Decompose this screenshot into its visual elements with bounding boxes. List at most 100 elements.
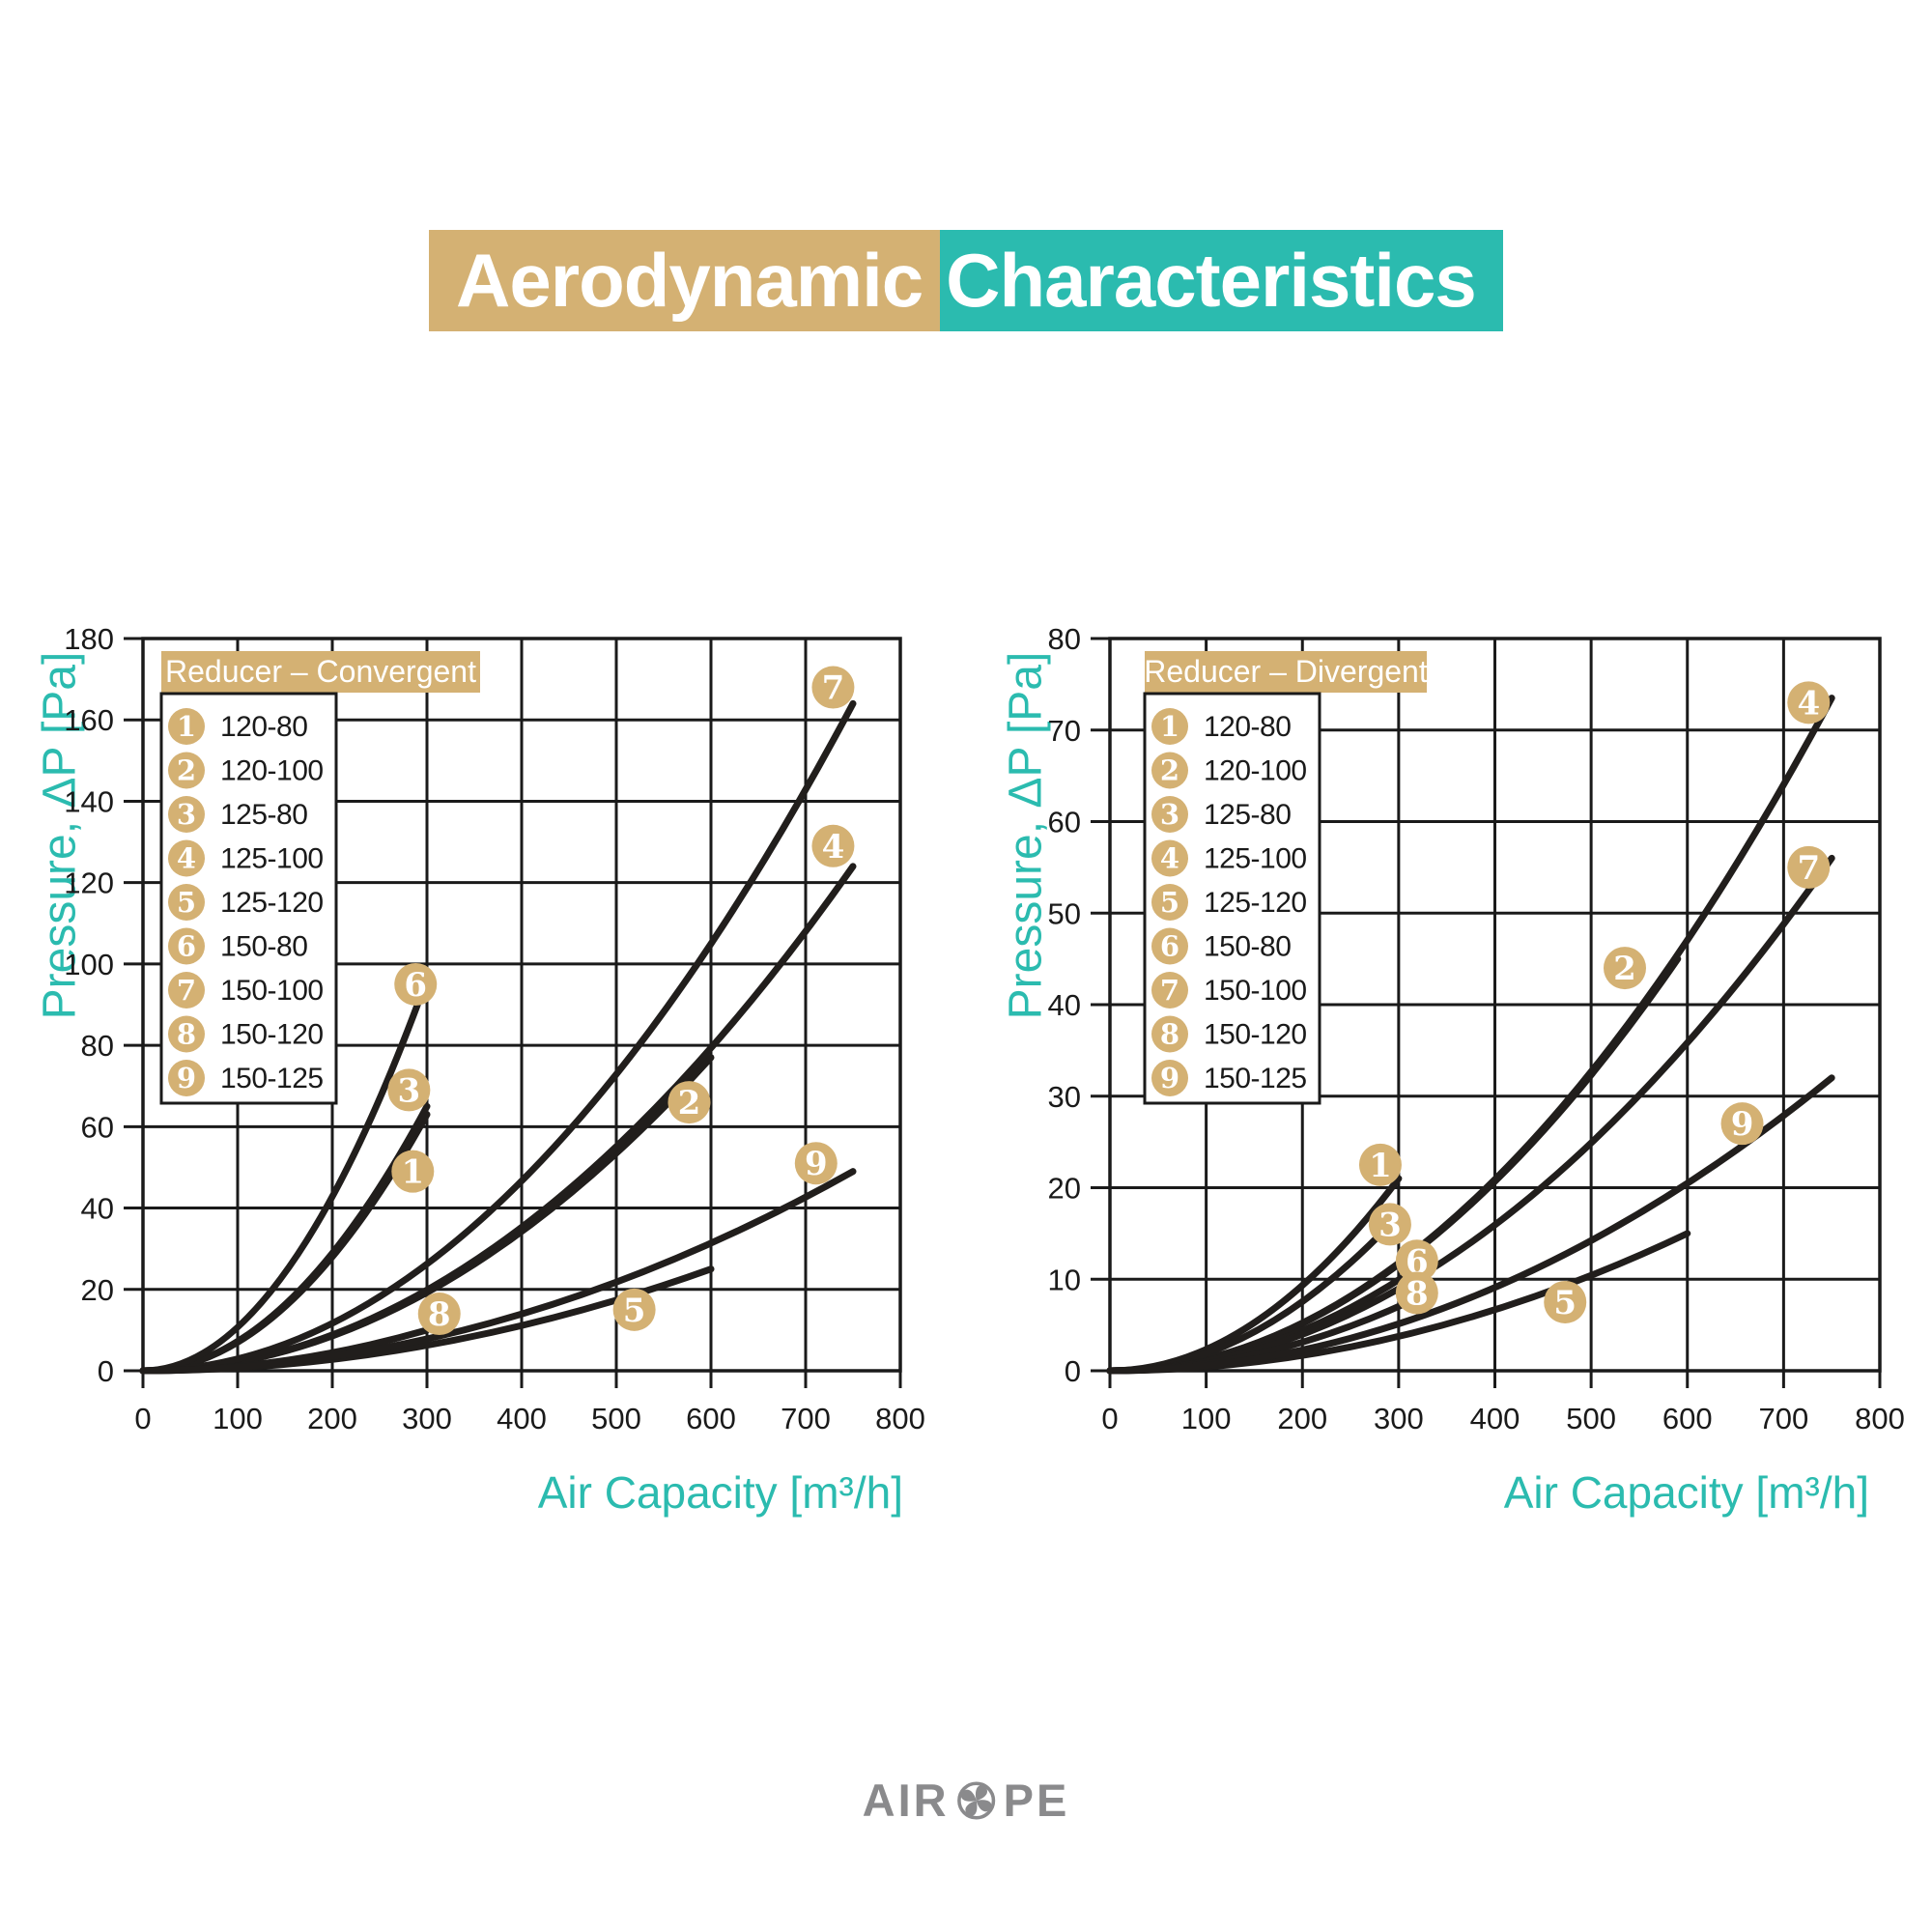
legend-item: 3 125-80	[168, 796, 308, 833]
legend-title-bar	[1145, 651, 1427, 693]
legend-label: 120-100	[220, 755, 324, 787]
legend-badge-num: 3	[1160, 798, 1179, 831]
legend-badge-9	[168, 1060, 205, 1096]
legend-badge-num: 4	[177, 842, 196, 875]
legend-badge-num: 1	[177, 710, 196, 743]
banner-title-right: Characteristics	[940, 230, 1503, 331]
legend-badge-num: 7	[177, 974, 196, 1007]
x-tick-label: 200	[1277, 1402, 1327, 1435]
svg-text:1: 1	[1369, 1147, 1392, 1185]
x-axis-title: Air Capacity [m³/h]	[537, 1467, 903, 1518]
x-tick-label: 500	[591, 1402, 641, 1435]
curve-badge-7: 7	[811, 666, 855, 709]
svg-text:7: 7	[1797, 849, 1820, 888]
y-tick-label: 10	[1048, 1263, 1081, 1296]
legend-badge-num: 9	[1160, 1062, 1179, 1094]
x-tick-label: 0	[1101, 1402, 1118, 1435]
legend-item: 6 150-80	[168, 927, 308, 965]
legend-badge-num: 8	[177, 1018, 196, 1051]
legend-badge-4	[168, 839, 205, 877]
x-tick-label: 300	[1374, 1402, 1424, 1435]
legend-badge-num: 3	[177, 798, 196, 831]
legend-item: 7 150-100	[1151, 972, 1307, 1009]
legend-item: 4 125-100	[168, 839, 324, 877]
y-tick-label: 60	[81, 1110, 114, 1144]
curve-9-150-125	[1106, 1074, 1835, 1375]
curve-badge-2: 2	[668, 1081, 711, 1124]
curve-badge-2: 2	[1603, 947, 1646, 990]
svg-text:9: 9	[805, 1145, 828, 1183]
legend-item: 2 120-100	[168, 752, 324, 789]
legend-label: 125-100	[1204, 843, 1307, 875]
y-tick-label: 140	[64, 784, 114, 818]
x-tick-label: 700	[1759, 1402, 1809, 1435]
legend-label: 150-120	[220, 1019, 324, 1051]
brand-logo: AIR PE	[863, 1774, 1070, 1827]
legend-badge-9	[1151, 1060, 1188, 1096]
legend-title: Reducer – Convergent	[165, 654, 476, 689]
curve-badge-9: 9	[794, 1142, 838, 1185]
legend-label: 125-120	[1204, 887, 1307, 919]
legend-badge-3	[1151, 796, 1188, 833]
x-tick-label: 100	[213, 1402, 263, 1435]
y-tick-label: 0	[98, 1354, 114, 1388]
legend-item: 9 150-125	[1151, 1060, 1307, 1096]
legend-item: 4 125-100	[1151, 839, 1307, 877]
x-tick-label: 700	[781, 1402, 831, 1435]
legend-label: 120-100	[1204, 755, 1307, 787]
legend-badge-num: 7	[1160, 974, 1179, 1007]
y-tick-label: 40	[81, 1192, 114, 1226]
curve-badges: 1 2 3 4 5 6 7 8 9	[1358, 681, 1831, 1323]
legend-badge-num: 5	[1160, 886, 1179, 919]
curve-badge-3: 3	[387, 1068, 431, 1112]
chart-reducer-convergent: Pressure, ΔP [Pa] 0 20 40 60 80 100 120 140 160 1…	[0, 580, 966, 1642]
legend-item: 5 125-120	[168, 884, 324, 921]
legend-item: 7 150-100	[168, 972, 324, 1009]
brand-text-air: AIR	[862, 1775, 950, 1826]
y-tick-label: 80	[81, 1029, 114, 1063]
y-tick-label: 120	[64, 867, 114, 900]
svg-text:2: 2	[678, 1084, 701, 1122]
svg-text:9: 9	[1731, 1105, 1754, 1144]
curve-badge-8: 8	[1395, 1271, 1438, 1315]
curve-badge-5: 5	[612, 1288, 656, 1331]
curve-badge-1: 1	[391, 1150, 435, 1193]
curve-6-150-80	[139, 1001, 421, 1375]
y-tick-label: 80	[1048, 622, 1081, 656]
legend-badge-6	[168, 927, 205, 965]
curves	[139, 699, 857, 1375]
legend-label: 150-125	[1204, 1063, 1307, 1094]
svg-text:1: 1	[401, 1153, 424, 1192]
legend-label: 150-120	[1204, 1019, 1307, 1051]
legend-badge-num: 6	[177, 930, 196, 963]
legend-label: 150-100	[1204, 975, 1307, 1007]
legend-label: 150-80	[1204, 931, 1291, 963]
legend-badge-num: 4	[1160, 842, 1179, 875]
y-tick-label: 50	[1048, 896, 1081, 930]
x-axis-title: Air Capacity [m³/h]	[1503, 1467, 1869, 1518]
curve-badge-3: 3	[1368, 1203, 1411, 1246]
legend-badge-8	[168, 1015, 205, 1053]
legend-badge-5	[168, 884, 205, 921]
legend-badge-6	[1151, 927, 1188, 965]
y-tick-label: 40	[1048, 988, 1081, 1022]
legend-badge-7	[1151, 972, 1188, 1009]
legend-label: 150-100	[220, 975, 324, 1007]
legend-label: 125-80	[1204, 799, 1291, 831]
svg-text:6: 6	[404, 966, 427, 1005]
legend-title-bar	[161, 651, 480, 693]
svg-text:3: 3	[1378, 1206, 1402, 1244]
svg-text:4: 4	[1797, 684, 1820, 723]
y-tick-label: 70	[1048, 714, 1081, 748]
legend-item: 5 125-120	[1151, 884, 1307, 921]
y-tick-label: 30	[1048, 1080, 1081, 1114]
legend-title: Reducer – Divergent	[1144, 654, 1428, 689]
x-tick-label: 200	[307, 1402, 357, 1435]
legend-item: 8 150-120	[1151, 1015, 1307, 1053]
y-tick-label: 160	[64, 703, 114, 737]
curve-badge-1: 1	[1358, 1143, 1402, 1186]
legend-item: 1 120-80	[1151, 708, 1292, 745]
chart-reducer-divergent: Pressure, ΔP [Pa] 0 10 20 30 40 50 60 70 80 0 100 2…	[966, 580, 1932, 1642]
